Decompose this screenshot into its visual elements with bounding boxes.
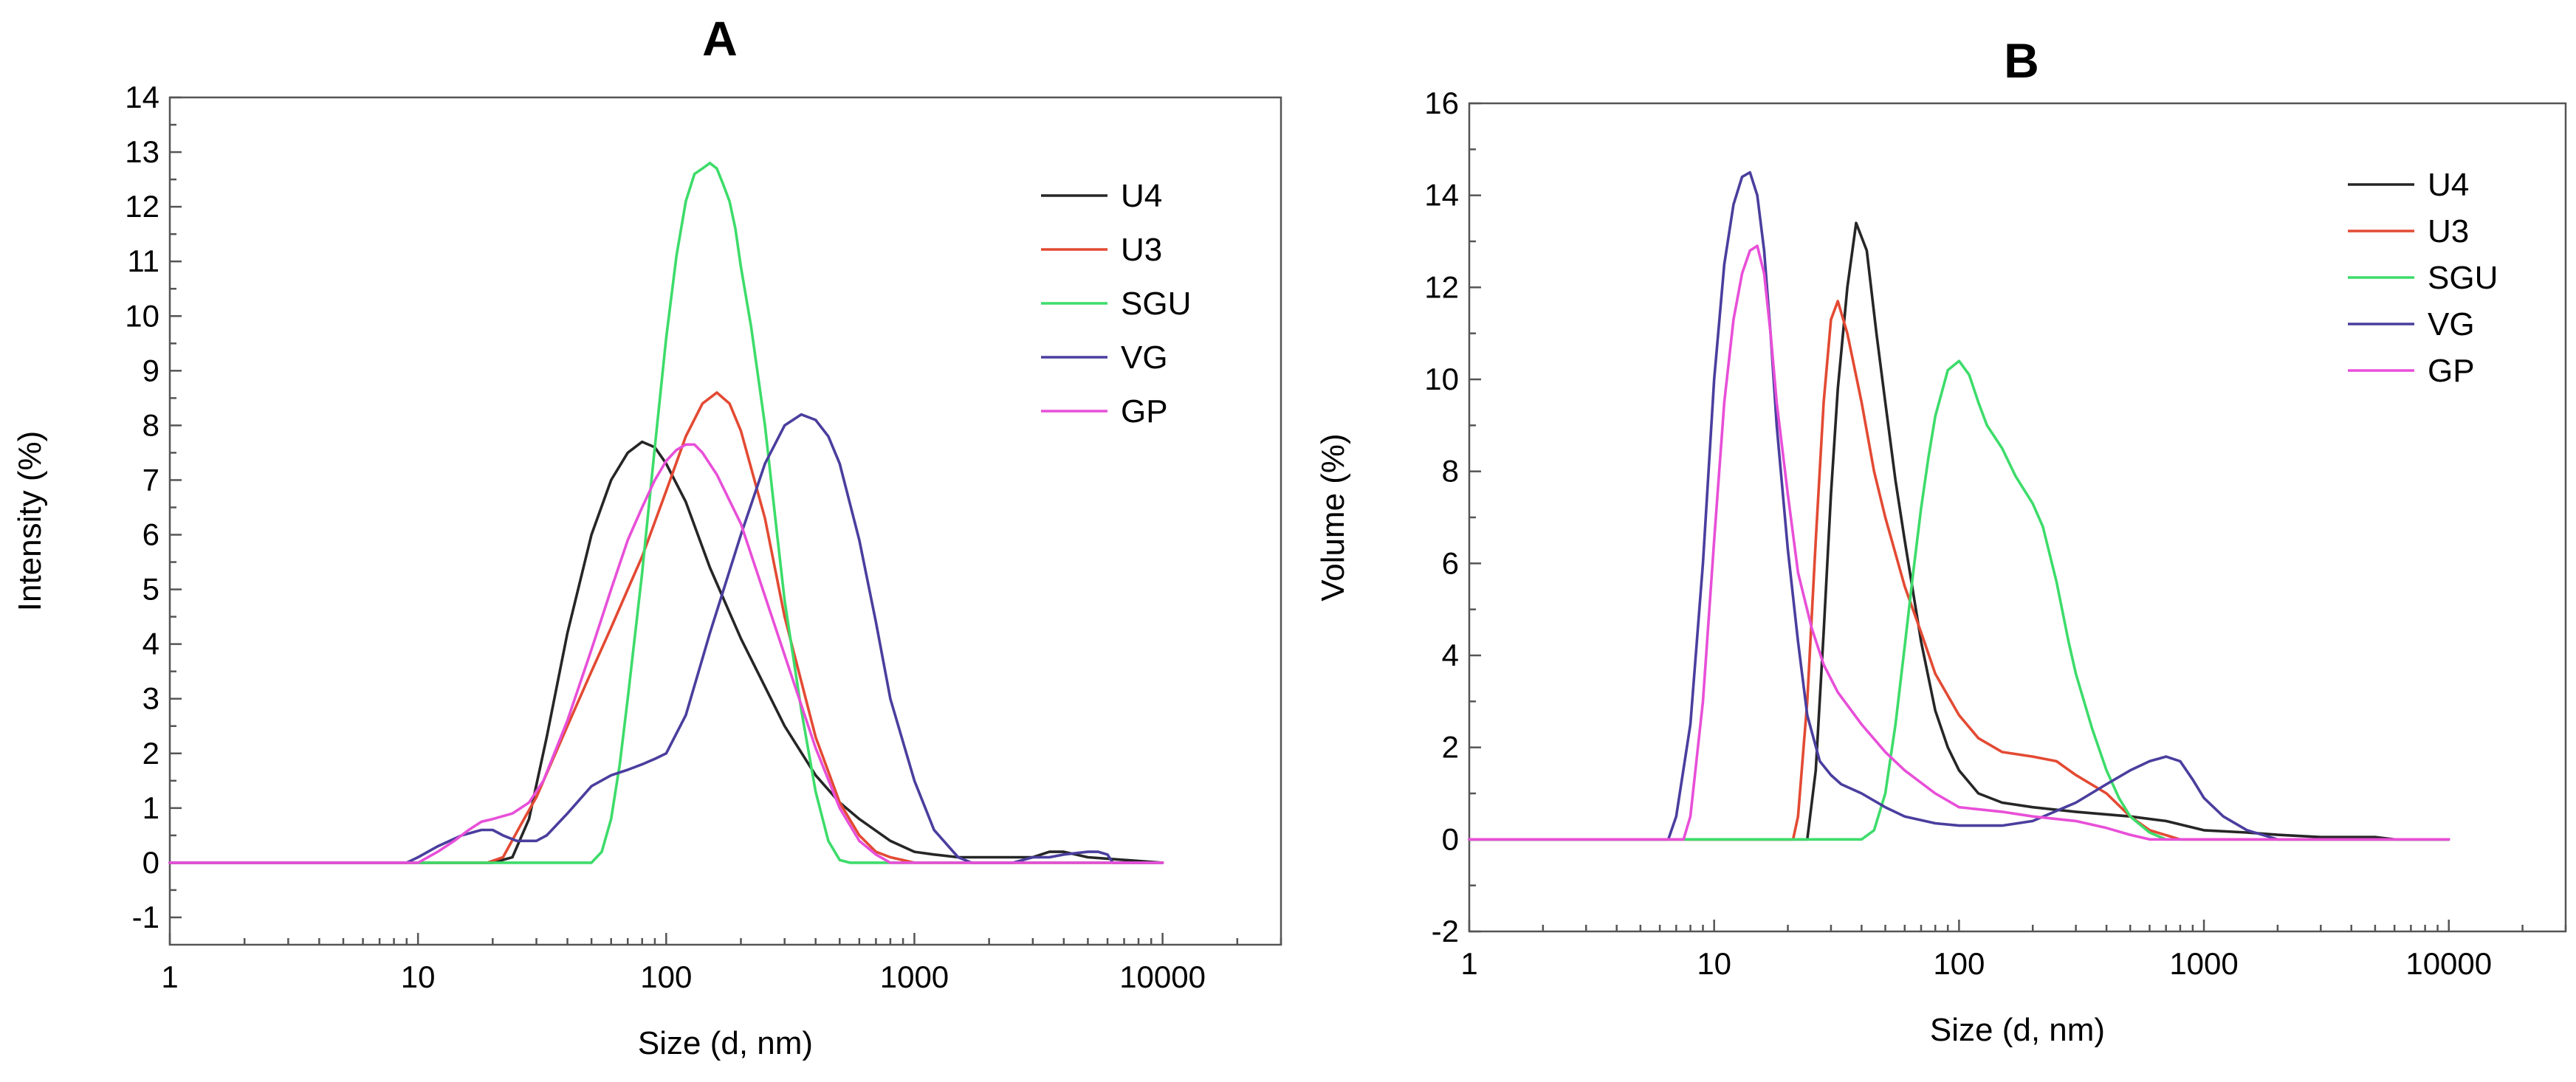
legend-label-u3: U3 [2428, 213, 2469, 249]
y-tick-label: 12 [1424, 269, 1459, 304]
y-axis-title: Intensity (%) [12, 431, 48, 612]
x-tick-label: 1 [1460, 946, 1477, 981]
x-tick-label: 1 [161, 959, 178, 994]
y-tick-label: 7 [142, 462, 159, 497]
y-tick-label: 11 [127, 244, 159, 278]
x-axis-title: Size (d, nm) [638, 1025, 813, 1061]
x-tick-label: 1000 [2169, 946, 2238, 981]
series-line-sgu [1468, 359, 2450, 841]
x-tick-label: 10000 [2405, 946, 2492, 981]
y-tick-label: 10 [1424, 362, 1459, 396]
y-axis-title: Volume (%) [1315, 433, 1351, 601]
series-line-sgu [168, 162, 1164, 864]
y-tick-label: -2 [1432, 914, 1459, 948]
y-tick-label: 16 [1424, 86, 1459, 120]
legend-label-vg: VG [1121, 340, 1168, 376]
x-tick-label: 100 [640, 959, 692, 994]
x-tick-label: 10 [1697, 946, 1731, 981]
x-tick-label: 10000 [1119, 959, 1206, 994]
y-tick-label: 6 [142, 517, 159, 552]
y-tick-label: 4 [1442, 638, 1459, 672]
chart-panel-b: B -2 0 2 4 6 8 10 12 14 16 1 10 100 1000 10000 Size (d, … [1315, 33, 2567, 1048]
legend-label-sgu: SGU [2428, 260, 2498, 296]
y-tick-label: 2 [1442, 730, 1459, 765]
legend: U4 U3 SGU VG GP [2348, 167, 2498, 389]
series-line-gp [1468, 244, 2450, 841]
plot-frame [168, 96, 1282, 946]
plot-frame [1468, 102, 2567, 933]
y-tick-label: 3 [142, 681, 159, 716]
y-tick-label: 4 [142, 627, 159, 661]
y-tick-label: 1 [142, 790, 159, 825]
x-tick-label: 1000 [880, 959, 949, 994]
series-line-gp [168, 443, 1164, 864]
y-tick-label: 0 [1442, 821, 1459, 856]
legend-label-gp: GP [2428, 353, 2475, 389]
panel-label: A [702, 11, 738, 66]
series-line-u3 [1468, 300, 2450, 841]
y-tick-label: 12 [125, 189, 159, 224]
x-axis-title: Size (d, nm) [1930, 1012, 2105, 1048]
panel-label: B [2004, 33, 2039, 88]
legend: U4 U3 SGU VG GP [1041, 178, 1191, 430]
legend-label-vg: VG [2428, 306, 2475, 342]
series-line-vg [1468, 170, 2450, 841]
legend-label-sgu: SGU [1121, 286, 1191, 322]
y-tick-label: 5 [142, 572, 159, 607]
x-tick-label: 100 [1933, 946, 1985, 981]
y-tick-label: 9 [142, 353, 159, 387]
y-tick-label: 0 [142, 845, 159, 880]
legend-label-gp: GP [1121, 393, 1168, 430]
y-tick-label: 10 [125, 298, 159, 333]
legend-label-u4: U4 [1121, 178, 1162, 214]
y-tick-label: 8 [1442, 454, 1459, 489]
y-tick-label: 13 [125, 134, 159, 169]
series-line-u4 [168, 440, 1164, 864]
y-tick-label: 14 [1424, 178, 1459, 213]
y-tick-label: 14 [125, 80, 159, 114]
y-tick-label: -1 [132, 900, 159, 934]
y-tick-label: 8 [142, 407, 159, 442]
y-tick-label: 6 [1442, 545, 1459, 580]
series-line-u4 [1468, 221, 2450, 841]
y-tick-label: 2 [142, 736, 159, 771]
series-line-u3 [168, 391, 1164, 864]
series-line-vg [168, 413, 1164, 864]
legend-label-u4: U4 [2428, 167, 2469, 203]
x-tick-label: 10 [401, 959, 436, 994]
legend-label-u3: U3 [1121, 232, 1162, 268]
